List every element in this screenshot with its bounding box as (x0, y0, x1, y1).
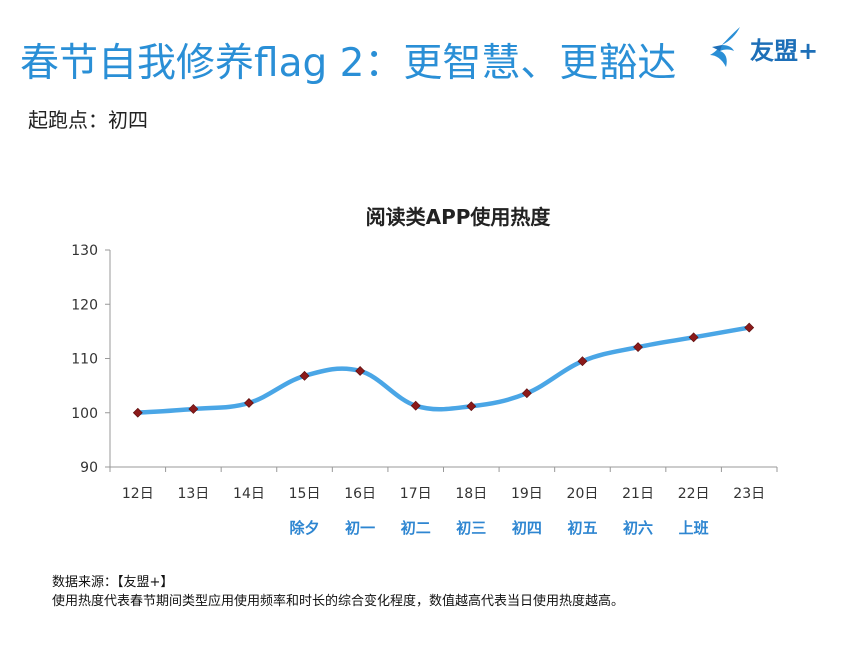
y-tick-label: 110 (71, 352, 98, 368)
data-point-marker (633, 342, 643, 353)
festival-label: 初六 (623, 519, 653, 537)
data-point-marker (410, 400, 421, 411)
x-tick-label: 16日 (344, 486, 376, 502)
x-tick-label: 13日 (177, 486, 209, 502)
y-tick-label: 120 (71, 297, 98, 313)
data-point-marker (744, 322, 755, 333)
footer: 数据来源：【友盟+】 使用热度代表春节期间类型应用使用频率和时长的综合变化程度，… (52, 573, 624, 611)
line-chart: 阅读类APP使用热度 90 100 110 120 130 12日 13日 14日 15日 16… (71, 205, 778, 537)
x-tick-label: 12日 (122, 486, 154, 502)
festival-label: 上班 (679, 519, 709, 537)
festival-label: 初五 (567, 519, 597, 537)
data-point-marker (521, 388, 532, 399)
x-tick-label: 21日 (622, 486, 654, 502)
data-point-marker (188, 404, 199, 414)
x-tick-label: 22日 (678, 486, 710, 502)
chart-title: 阅读类APP使用热度 (366, 205, 552, 229)
festival-label: 初一 (345, 519, 375, 537)
note-line: 使用热度代表春节期间类型应用使用频率和时长的综合变化程度，数值越高代表当日使用热… (52, 594, 625, 609)
data-point-marker (466, 401, 477, 412)
x-tick-label: 19日 (511, 486, 543, 502)
festival-label: 初二 (401, 519, 431, 537)
x-tick-label: 18日 (455, 486, 487, 502)
x-tick-label: 15日 (289, 486, 321, 502)
data-point-marker (688, 332, 699, 343)
page-title: 春节自我修养flag 2：更智慧、更豁达 (20, 41, 677, 86)
x-tick-label: 23日 (733, 486, 765, 502)
festival-label: 初三 (456, 519, 486, 537)
y-tick-label: 100 (71, 406, 98, 422)
y-tick-label: 130 (71, 243, 98, 259)
page-subtitle: 起跑点：初四 (28, 108, 148, 132)
data-point-marker (355, 366, 366, 376)
x-tick-label: 14日 (233, 486, 265, 502)
festival-label: 除夕 (290, 519, 320, 537)
x-tick-label: 17日 (400, 486, 432, 502)
data-point-marker (577, 356, 588, 367)
logo-text: 友盟+ (750, 36, 819, 65)
umeng-logo: 友盟+ (706, 24, 818, 72)
y-tick-label: 90 (80, 460, 98, 476)
data-point-marker (132, 407, 143, 418)
series-line (135, 325, 752, 415)
data-point-marker (244, 398, 254, 408)
source-line: 数据来源：【友盟+】 (52, 575, 174, 590)
bird-icon (710, 27, 740, 67)
data-point-marker (299, 370, 310, 381)
festival-label: 初四 (512, 519, 542, 537)
x-tick-label: 20日 (567, 486, 599, 502)
